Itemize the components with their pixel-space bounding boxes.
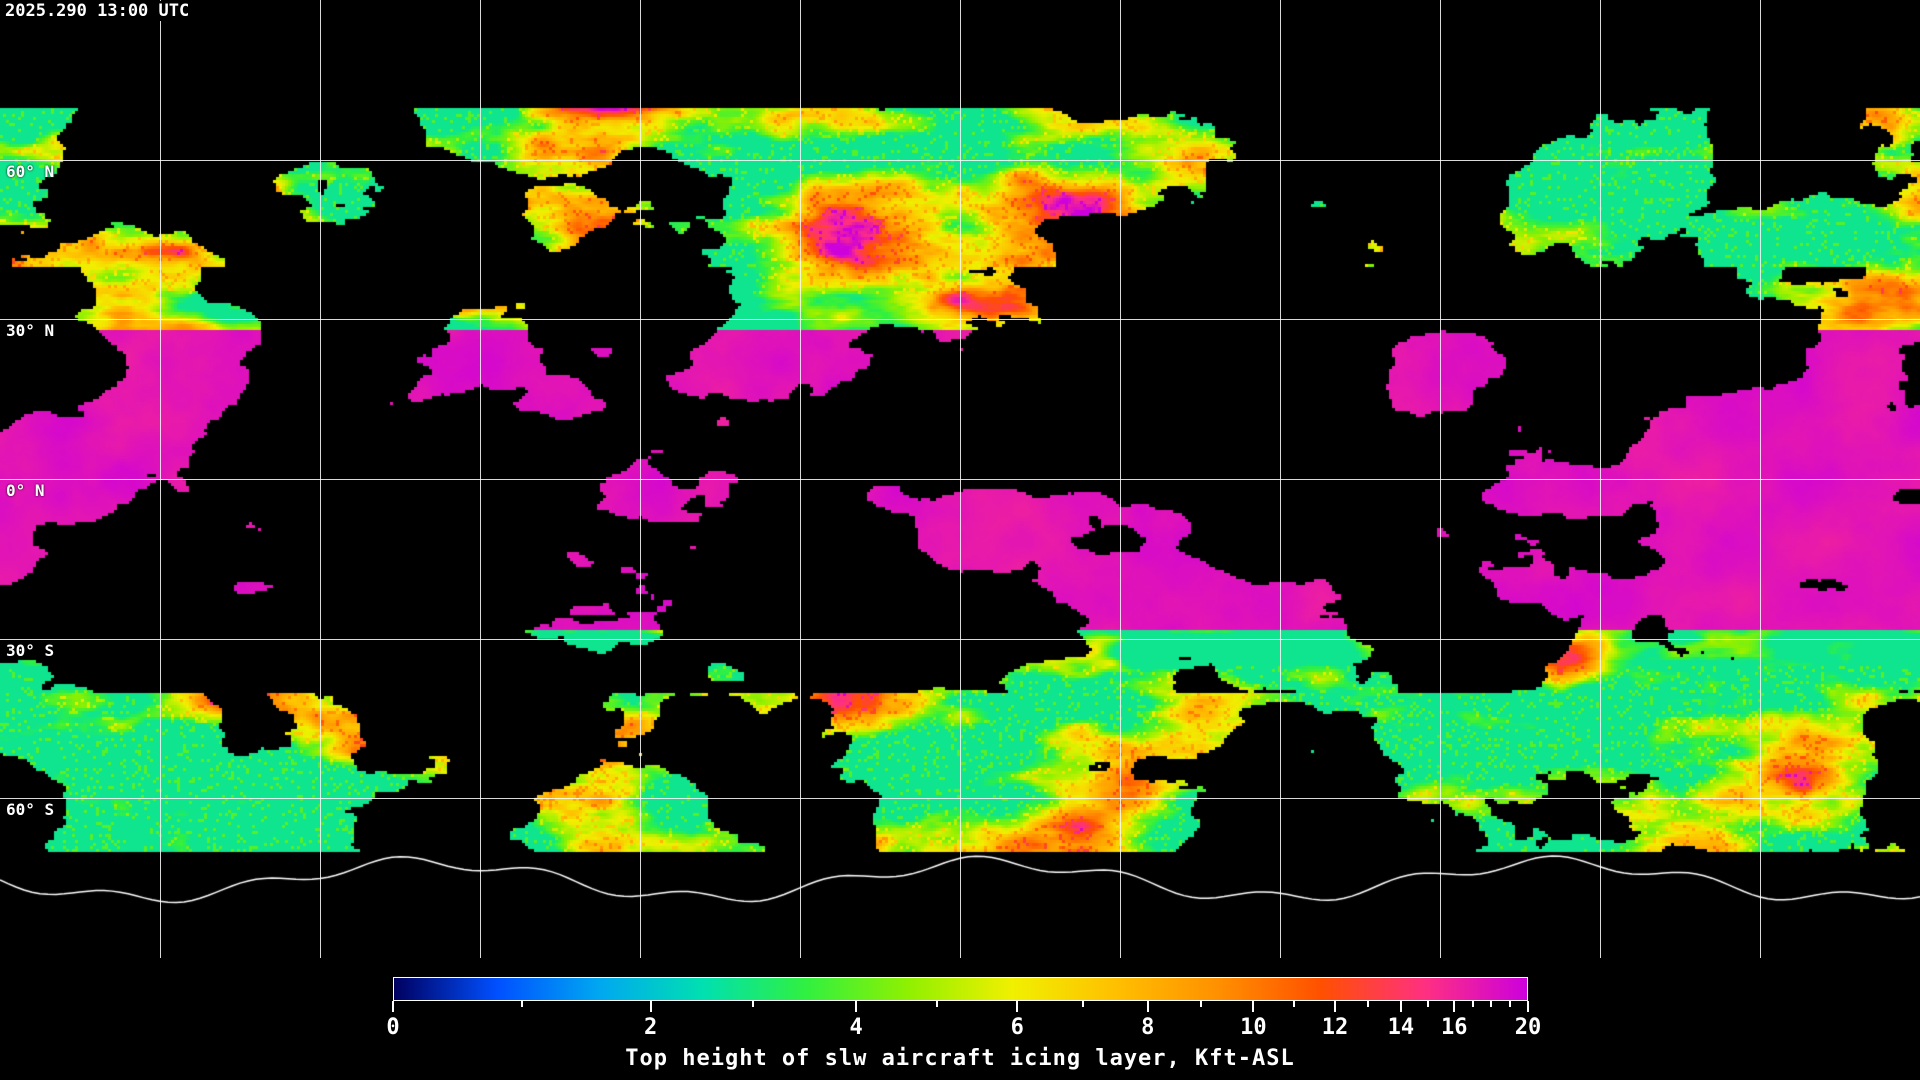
- colorbar-tick-label: 12: [1321, 1015, 1349, 1040]
- colorbar-tick-label: 8: [1141, 1015, 1155, 1040]
- latitude-gridline: [0, 319, 1920, 320]
- icing-map: 60° N 30° N 0° N 30° S 60° S: [0, 0, 1920, 958]
- colorbar-major-tick: [1334, 1001, 1337, 1012]
- colorbar-major-tick: [649, 1001, 652, 1012]
- colorbar-tick-label: 2: [644, 1015, 658, 1040]
- colorbar-major-tick: [1016, 1001, 1019, 1012]
- latitude-label: 30° N: [6, 321, 55, 340]
- colorbar-minor-tick: [1199, 1001, 1202, 1007]
- latitude-gridline: [0, 160, 1920, 161]
- colorbar: [393, 977, 1528, 1001]
- colorbar-major-tick: [392, 1001, 394, 1012]
- colorbar-minor-tick: [1293, 1001, 1296, 1007]
- latitude-gridline: [0, 798, 1920, 799]
- latitude-label: 60° S: [6, 800, 55, 819]
- colorbar-major-tick: [855, 1001, 858, 1012]
- timestamp: 2025.290 13:00 UTC: [3, 1, 192, 21]
- colorbar-tick-label: 4: [849, 1015, 863, 1040]
- colorbar-title: Top height of slw aircraft icing layer, …: [625, 1046, 1295, 1071]
- latitude-gridline: [0, 479, 1920, 480]
- colorbar-tick-label: 20: [1514, 1015, 1542, 1040]
- latitude-label: 30° S: [6, 641, 55, 660]
- colorbar-major-tick: [1146, 1001, 1149, 1012]
- colorbar-minor-tick: [1508, 1001, 1511, 1007]
- colorbar-tick-label: 14: [1387, 1015, 1415, 1040]
- colorbar-tick-label: 0: [386, 1015, 400, 1040]
- colorbar-tick-label: 16: [1440, 1015, 1468, 1040]
- colorbar-minor-tick: [935, 1001, 938, 1007]
- colorbar-minor-tick: [520, 1001, 523, 1007]
- colorbar-minor-tick: [1081, 1001, 1084, 1007]
- colorbar-minor-tick: [1471, 1001, 1474, 1007]
- colorbar-axis: 0 2 4 6 8 10 12 14 16 20: [386, 1001, 1541, 1061]
- colorbar-minor-tick: [1490, 1001, 1493, 1007]
- colorbar-tick-label: 10: [1240, 1015, 1267, 1040]
- colorbar-minor-tick: [1426, 1001, 1429, 1007]
- colorbar-major-tick: [1399, 1001, 1402, 1012]
- latitude-gridline: [0, 639, 1920, 640]
- colorbar-minor-tick: [752, 1001, 755, 1007]
- colorbar-major-tick: [1527, 1001, 1529, 1012]
- latitude-label: 0° N: [6, 481, 45, 500]
- colorbar-major-tick: [1252, 1001, 1255, 1012]
- colorbar-tick-label: 6: [1010, 1015, 1024, 1040]
- colorbar-minor-tick: [1366, 1001, 1369, 1007]
- latitude-label: 60° N: [6, 162, 55, 181]
- colorbar-major-tick: [1453, 1001, 1456, 1012]
